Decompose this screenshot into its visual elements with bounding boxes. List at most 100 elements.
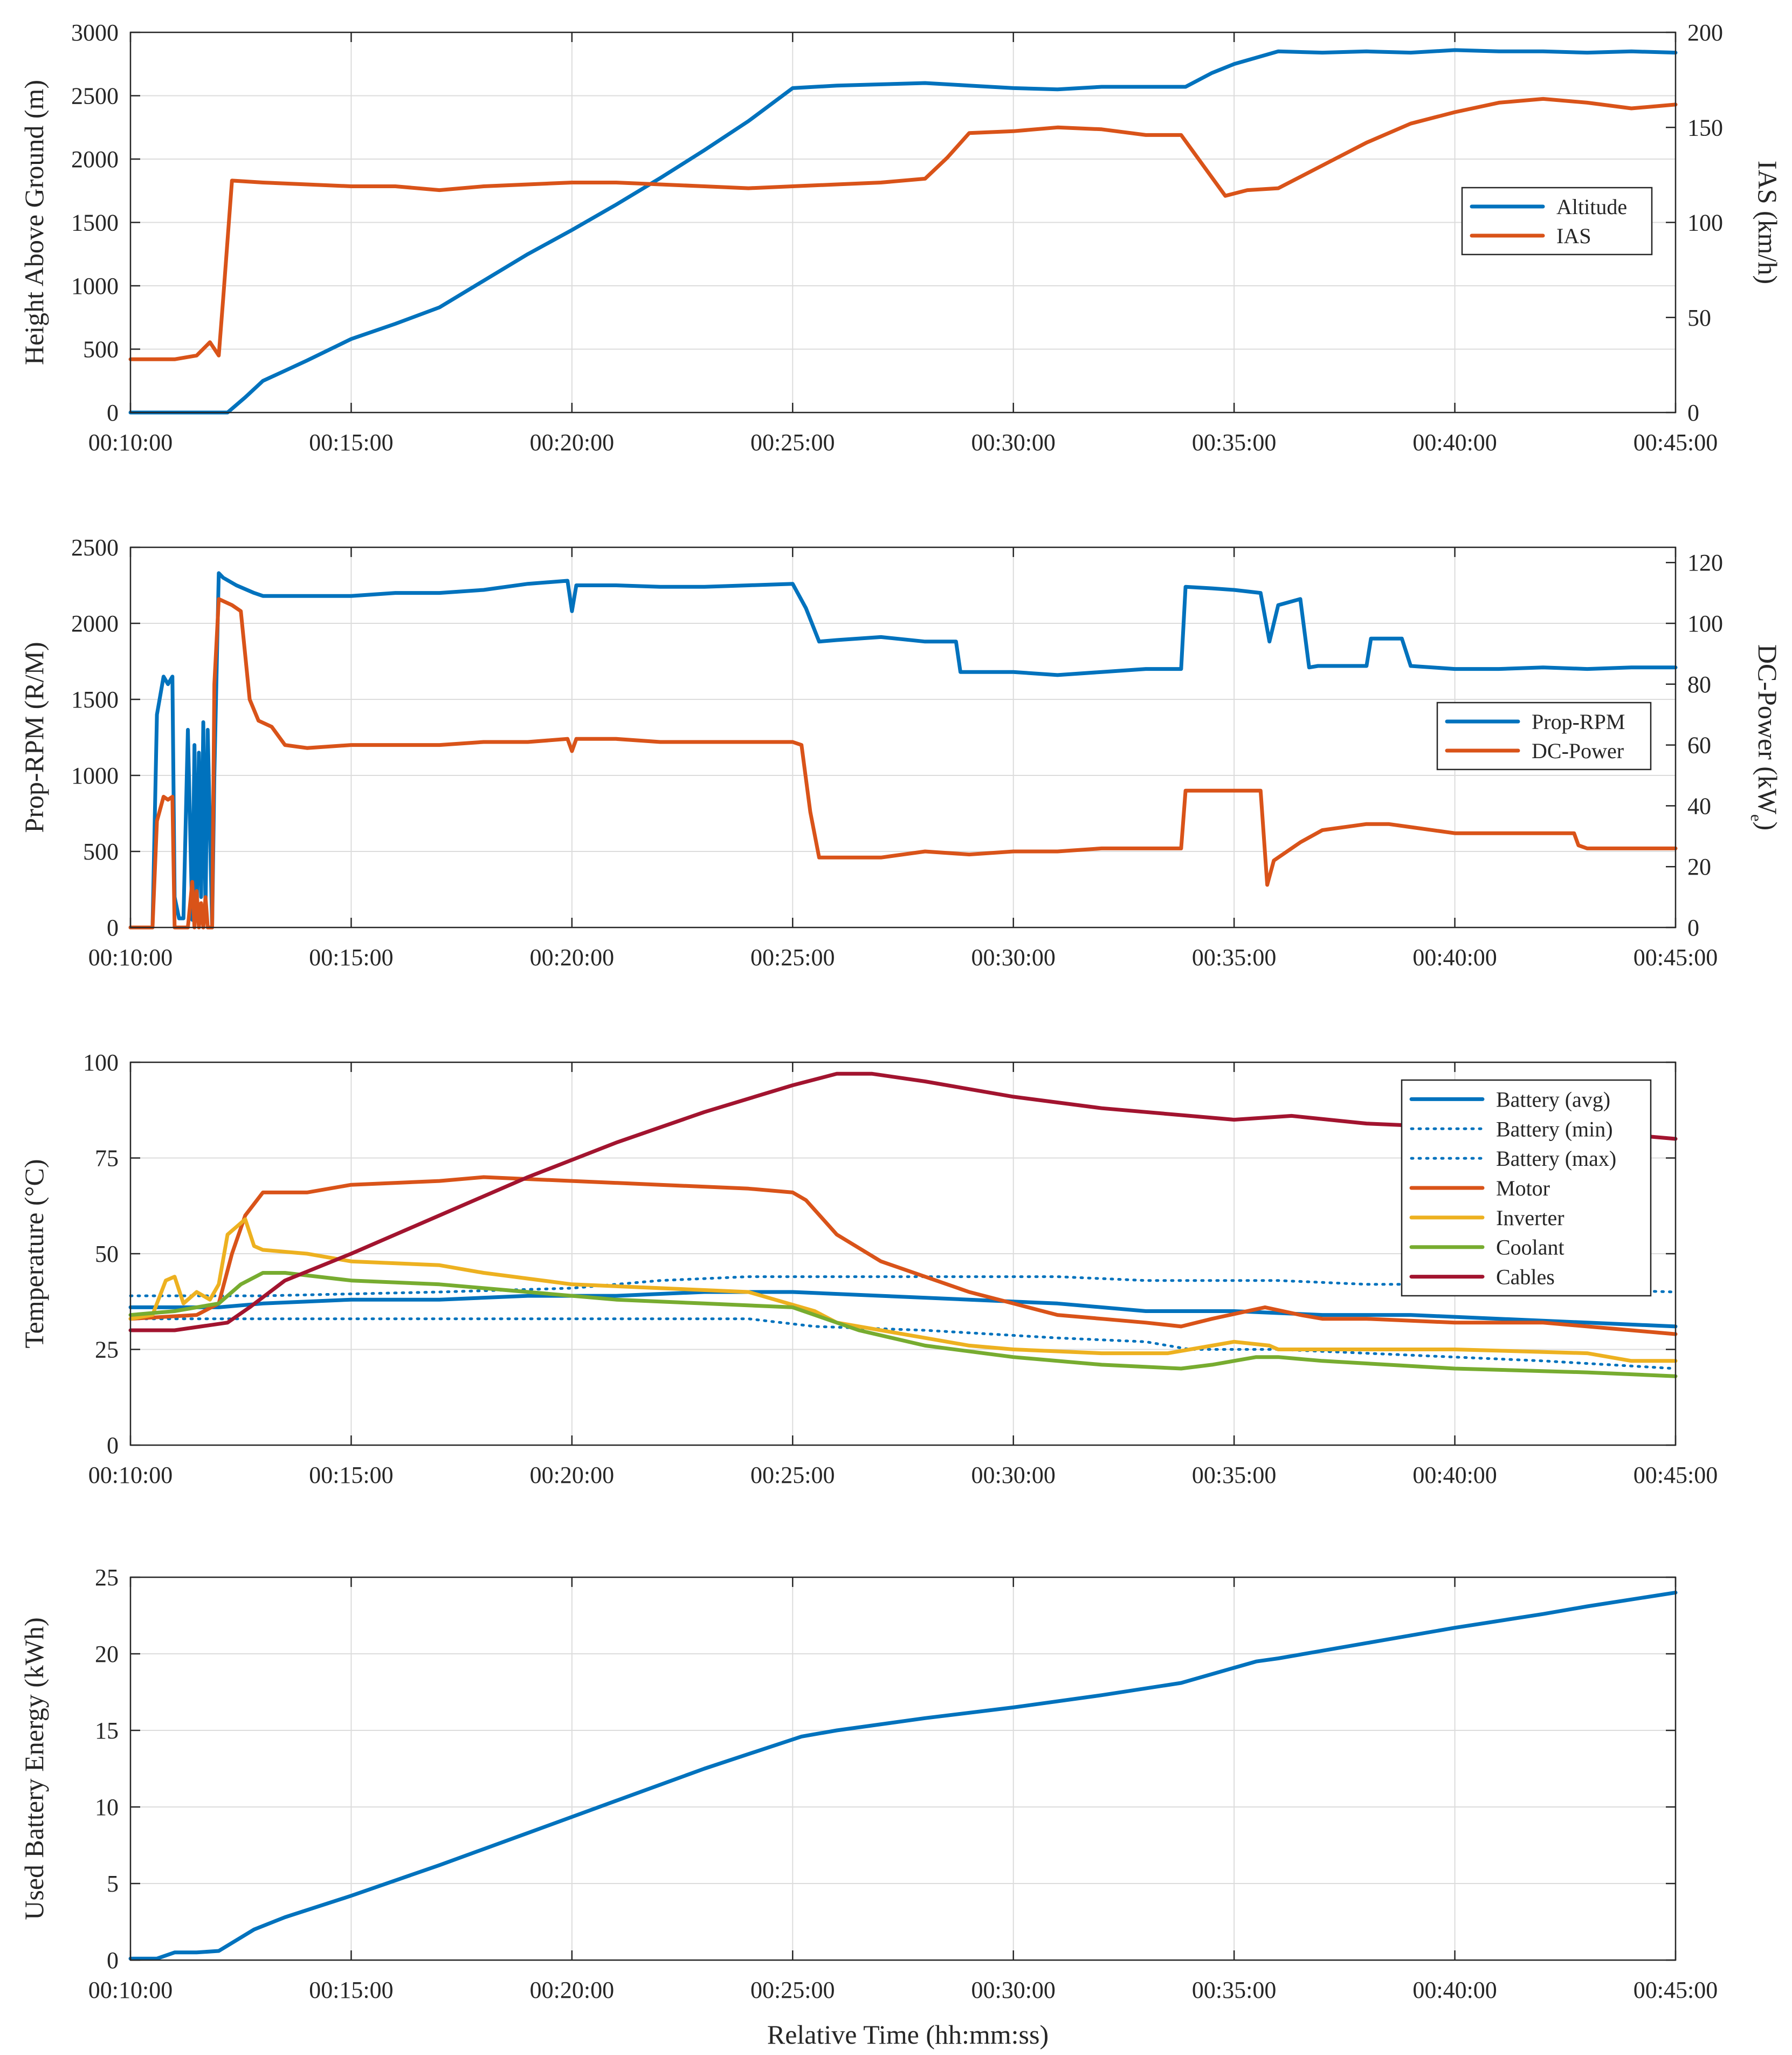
series-line-coolant: [128, 1271, 1678, 1378]
y2-tick-label: 100: [1687, 610, 1723, 637]
y-tick-label: 75: [95, 1145, 119, 1172]
y2-tick-label: 200: [1687, 19, 1723, 46]
y2-tick-label: 40: [1687, 793, 1711, 819]
legend-label: Coolant: [1496, 1235, 1564, 1260]
legend-label: Altitude: [1556, 195, 1627, 219]
x-tick-label: 00:10:00: [88, 1462, 173, 1488]
x-tick-label: 00:15:00: [309, 1462, 393, 1488]
x-tick-label: 00:30:00: [971, 429, 1055, 456]
legend-label: Prop-RPM: [1532, 710, 1625, 734]
y-tick-label: 5: [107, 1871, 119, 1897]
x-tick-label: 00:40:00: [1412, 944, 1497, 971]
y-tick-label: 15: [95, 1717, 119, 1744]
x-tick-label: 00:45:00: [1634, 1977, 1718, 2003]
y-tick-label: 50: [95, 1241, 119, 1267]
y-tick-label: 1000: [71, 762, 119, 789]
y2-tick-label: 50: [1687, 305, 1711, 331]
x-tick-label: 00:15:00: [309, 1977, 393, 2003]
legend-label: IAS: [1556, 224, 1591, 248]
y-tick-label: 0: [107, 1432, 119, 1459]
x-tick-label: 00:20:00: [530, 429, 614, 456]
y-tick-label: 25: [95, 1337, 119, 1363]
series-line-altitude: [128, 48, 1678, 415]
y2-tick-label: 0: [1687, 400, 1699, 426]
legend: Altitude IAS: [1461, 187, 1653, 256]
y-tick-label: 20: [95, 1641, 119, 1667]
y-tick-label: 0: [107, 1947, 119, 1974]
legend-box: [1436, 702, 1652, 771]
y2-tick-label: 100: [1687, 210, 1723, 236]
legend: Battery (avg) Battery (min) Battery (max) M…: [1401, 1079, 1652, 1297]
chart-panel-rpm-power: 00:10:00 00:15:00 00:20:00 00:25:00 00:30:00…: [19, 534, 1783, 971]
legend-box: [1461, 187, 1653, 256]
x-tick-label: 00:25:00: [750, 1977, 835, 2003]
legend-label: Battery (max): [1496, 1146, 1616, 1171]
series-line-motor: [128, 1175, 1678, 1336]
series-line-battery-min: [129, 1317, 1677, 1370]
x-tick-label: 00:10:00: [88, 1977, 173, 2003]
y2-tick-label: 20: [1687, 854, 1711, 880]
legend-label: Battery (avg): [1496, 1087, 1610, 1111]
x-tick-label: 00:45:00: [1634, 944, 1718, 971]
plot-frame: [129, 546, 1677, 929]
x-tick-label: 00:45:00: [1634, 1462, 1718, 1488]
chart-panel-altitude-ias: 00:10:00 00:15:00 00:20:00 00:25:00 00:30:00…: [19, 19, 1783, 456]
series-line-energy: [128, 1590, 1678, 1961]
x-tick-label: 00:35:00: [1192, 1977, 1276, 2003]
y-tick-label: 1500: [71, 686, 119, 713]
y-tick-label: 3000: [71, 19, 119, 46]
legend-label: Battery (min): [1496, 1117, 1613, 1141]
y-tick-label: 2500: [71, 534, 119, 561]
legend-label: DC-Power: [1532, 739, 1624, 763]
y2-tick-label: 80: [1687, 671, 1711, 698]
y2-axis-label: IAS (km/h): [1753, 161, 1783, 284]
y-tick-label: 25: [95, 1564, 119, 1591]
x-tick-label: 00:30:00: [971, 944, 1055, 971]
x-tick-label: 00:20:00: [530, 1977, 614, 2003]
chart-panel-temperatures: 00:10:00 00:15:00 00:20:00 00:25:00 00:30:00…: [19, 1049, 1718, 1488]
y-tick-label: 0: [107, 400, 119, 426]
y2-axis-label: DC-Power (kWe): [1747, 644, 1783, 830]
x-tick-label: 00:25:00: [750, 1462, 835, 1488]
y-tick-label: 500: [83, 839, 119, 865]
y2-axis-label-main: DC-Power (kW: [1753, 644, 1783, 815]
plot-frame: [129, 1576, 1677, 1961]
x-tick-label: 00:25:00: [750, 429, 835, 456]
series-line-battery-max: [129, 1275, 1677, 1297]
y-axis-label: Used Battery Energy (kWh): [19, 1617, 49, 1920]
x-tick-label: 00:40:00: [1412, 429, 1497, 456]
legend-label: Motor: [1496, 1176, 1550, 1200]
x-tick-label: 00:10:00: [88, 429, 173, 456]
x-tick-label: 00:35:00: [1192, 429, 1276, 456]
y2-tick-label: 150: [1687, 114, 1723, 141]
y-tick-label: 2000: [71, 610, 119, 637]
x-tick-label: 00:20:00: [530, 944, 614, 971]
x-tick-label: 00:35:00: [1192, 1462, 1276, 1488]
plots-layer: 00:10:00 00:15:00 00:20:00 00:25:00 00:30:00…: [19, 19, 1783, 2003]
y-tick-label: 2500: [71, 83, 119, 109]
x-tick-label: 00:40:00: [1412, 1977, 1497, 2003]
legend-label: Cables: [1496, 1265, 1555, 1289]
x-tick-label: 00:15:00: [309, 429, 393, 456]
legend: Prop-RPM DC-Power: [1436, 702, 1652, 771]
series-line-battery-avg: [128, 1290, 1678, 1329]
y2-axis-label-close: ): [1753, 821, 1783, 830]
legend-label: Inverter: [1496, 1206, 1564, 1230]
chart-panel-energy: 00:10:00 00:15:00 00:20:00 00:25:00 00:30:00…: [19, 1564, 1718, 2003]
x-tick-label: 00:10:00: [88, 944, 173, 971]
x-axis-label: Relative Time (hh:mm:ss): [767, 2019, 1049, 2050]
x-tick-label: 00:15:00: [309, 944, 393, 971]
y-axis-label: Height Above Ground (m): [19, 80, 49, 365]
y-tick-label: 1000: [71, 273, 119, 299]
series-line-dc-power: [128, 597, 1678, 930]
y-tick-label: 0: [107, 915, 119, 941]
series-line-ias: [128, 97, 1678, 361]
x-tick-label: 00:35:00: [1192, 944, 1276, 971]
y-axis-label: Temperature (°C): [19, 1159, 49, 1348]
x-tick-label: 00:30:00: [971, 1462, 1055, 1488]
x-tick-label: 00:20:00: [530, 1462, 614, 1488]
y-axis-label: Prop-RPM (R/M): [19, 642, 49, 833]
y-tick-label: 1500: [71, 210, 119, 236]
x-tick-label: 00:25:00: [750, 944, 835, 971]
